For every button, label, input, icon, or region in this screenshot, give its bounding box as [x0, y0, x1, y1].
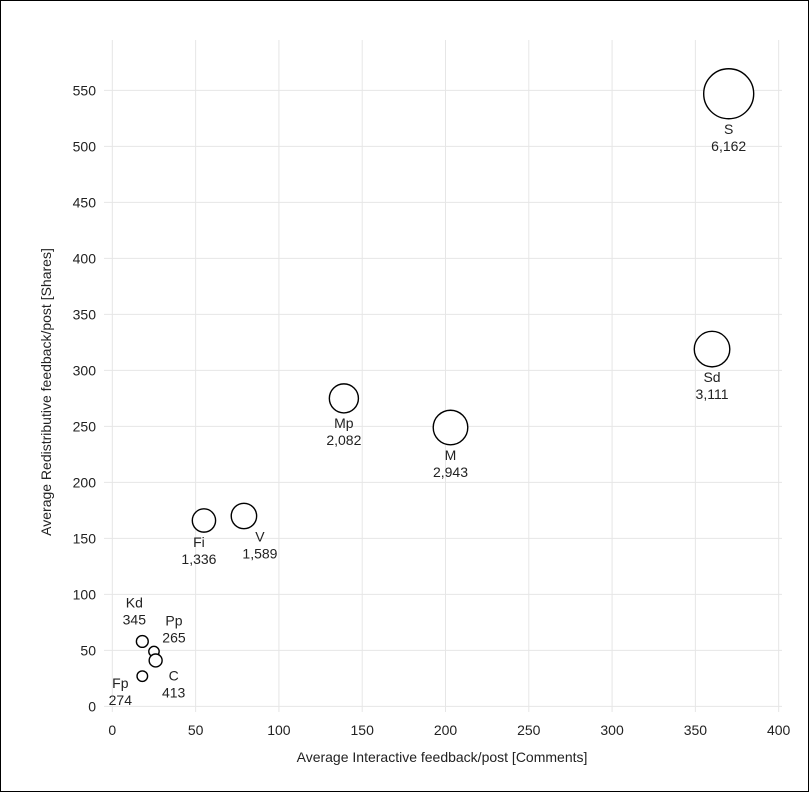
y-tick-label: 250 [73, 418, 97, 434]
y-tick-label: 150 [73, 530, 97, 546]
point-value-label: 345 [123, 611, 147, 627]
y-tick-label: 550 [73, 82, 97, 98]
x-tick-label: 350 [684, 722, 708, 738]
y-tick-label: 50 [80, 642, 96, 658]
x-axis-label: Average Interactive feedback/post [Comme… [297, 749, 588, 765]
y-tick-label: 450 [73, 194, 97, 210]
point-value-label: 6,162 [711, 138, 746, 154]
point-label: M [445, 447, 457, 463]
y-tick-label: 350 [73, 306, 97, 322]
bubble-fp [136, 670, 149, 683]
y-tick-label: 200 [73, 474, 97, 490]
x-tick-label: 200 [434, 722, 458, 738]
bubbles: S6,162 Sd3,111 M2,943 Mp2,082 V1,589 Fi1,336 K… [109, 68, 755, 708]
bubble-kd [135, 634, 149, 649]
y-tick-label: 400 [73, 250, 97, 266]
x-axis-ticks: 0 50 100 150 200 250 300 350 400 [108, 722, 790, 738]
point-label: V [255, 529, 265, 545]
grid [104, 40, 782, 712]
point-label: Mp [334, 415, 354, 431]
point-label: Fi [193, 534, 205, 550]
x-tick-label: 250 [517, 722, 541, 738]
bubble-m [432, 409, 469, 446]
point-value-label: 274 [109, 692, 133, 708]
point-label: Fp [112, 675, 129, 691]
bubble-fi [191, 508, 217, 533]
bubble-v [230, 502, 258, 530]
point-label: C [169, 667, 179, 683]
point-value-label: 1,336 [181, 551, 216, 567]
bubble-mp [328, 383, 360, 414]
point-value-label: 3,111 [696, 386, 729, 402]
x-tick-label: 0 [108, 722, 116, 738]
point-value-label: 413 [162, 684, 186, 700]
bubble-s [702, 68, 755, 120]
point-label: Pp [165, 613, 182, 629]
point-value-label: 2,943 [433, 464, 468, 480]
point-value-label: 265 [162, 630, 186, 646]
bubble-sd [693, 330, 731, 368]
point-label: S [724, 121, 733, 137]
y-axis-label: Average Redistributive feedback/post [Sh… [38, 248, 54, 536]
y-tick-label: 100 [73, 586, 97, 602]
point-label: Kd [126, 594, 143, 610]
point-value-label: 2,082 [326, 432, 361, 448]
point-label: Sd [703, 369, 720, 385]
bubble-c [148, 653, 163, 668]
x-tick-label: 400 [767, 722, 791, 738]
x-tick-label: 150 [351, 722, 375, 738]
y-tick-label: 300 [73, 362, 97, 378]
x-tick-label: 50 [188, 722, 204, 738]
y-axis-ticks: 0 50 100 150 200 250 300 350 400 450 500 550 [73, 82, 97, 714]
y-tick-label: 500 [73, 138, 97, 154]
x-tick-label: 300 [600, 722, 624, 738]
point-value-label: 1,589 [242, 546, 277, 562]
x-tick-label: 100 [267, 722, 291, 738]
y-tick-label: 0 [88, 698, 96, 714]
